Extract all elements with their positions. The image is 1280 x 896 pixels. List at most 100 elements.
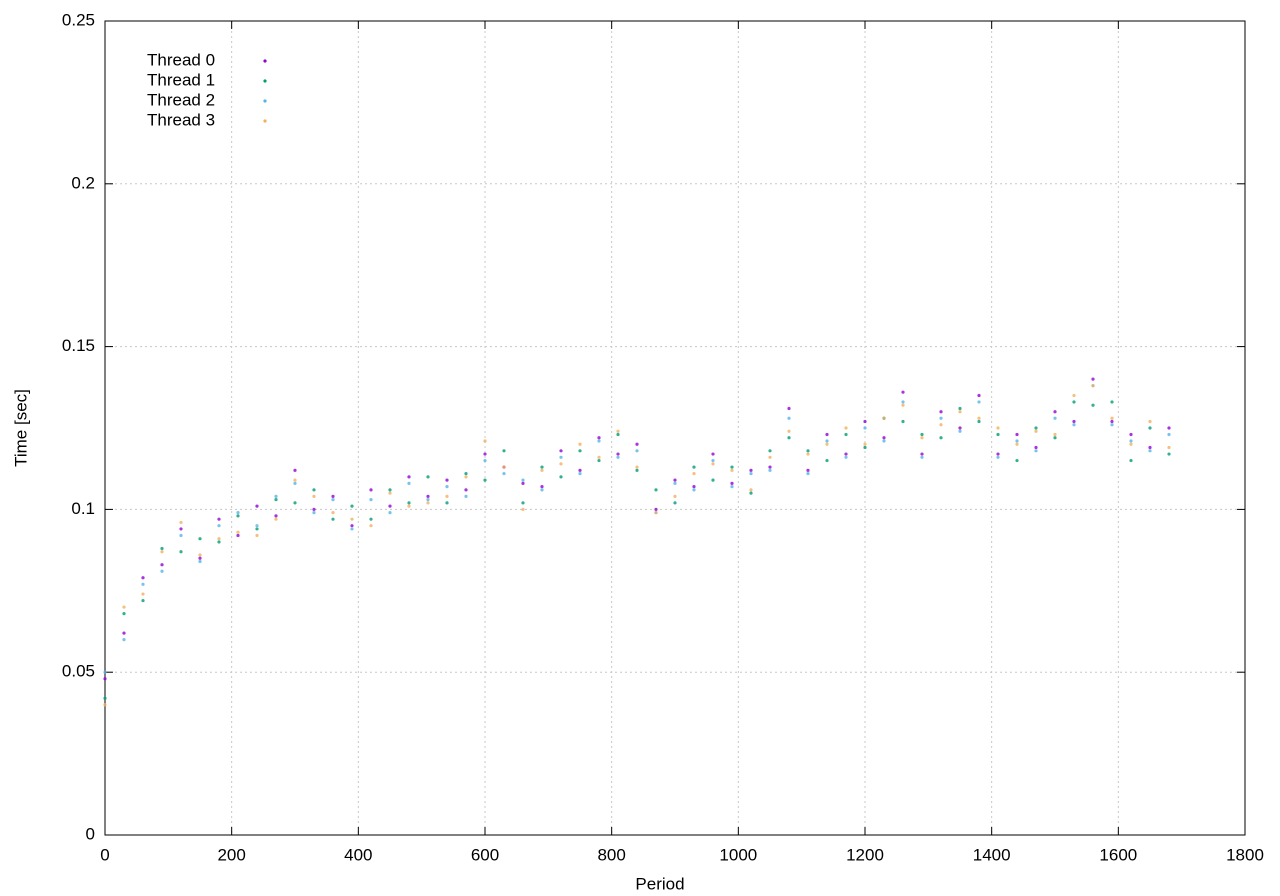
point <box>122 611 126 616</box>
x-tick-label: 800 <box>597 845 625 864</box>
point <box>1148 445 1152 450</box>
point <box>483 439 487 443</box>
point <box>483 458 487 463</box>
point <box>502 465 506 469</box>
point <box>255 533 259 538</box>
point <box>388 504 392 508</box>
point <box>426 494 430 498</box>
point <box>882 416 886 420</box>
point <box>445 494 449 498</box>
point <box>787 416 791 420</box>
point <box>977 400 981 404</box>
point <box>578 468 582 472</box>
point <box>1053 416 1057 420</box>
point <box>236 530 240 534</box>
point <box>616 429 620 433</box>
point <box>1015 432 1019 437</box>
point <box>103 696 107 700</box>
point <box>673 501 677 505</box>
point <box>179 550 183 554</box>
point <box>179 520 183 525</box>
point <box>1053 436 1057 440</box>
point <box>331 494 335 498</box>
point <box>920 436 924 440</box>
point <box>825 442 829 446</box>
point <box>939 423 943 427</box>
point <box>806 471 810 476</box>
point <box>977 416 981 420</box>
point <box>635 449 639 453</box>
point <box>540 488 544 492</box>
point <box>350 524 354 528</box>
point <box>122 605 126 609</box>
point <box>920 452 924 456</box>
point <box>901 400 905 404</box>
point <box>787 436 791 440</box>
point <box>160 569 164 573</box>
point <box>236 514 240 518</box>
point <box>673 478 677 482</box>
point <box>1167 445 1171 450</box>
point <box>730 485 734 489</box>
legend-label: Thread 2 <box>147 90 215 109</box>
point <box>749 468 753 472</box>
point <box>1053 410 1057 414</box>
point <box>768 449 772 453</box>
point <box>863 445 867 450</box>
legend-label: Thread 1 <box>147 70 215 89</box>
point <box>445 501 449 505</box>
legend-label: Thread 3 <box>147 110 215 129</box>
y-tick-label: 0.05 <box>62 662 95 681</box>
point <box>635 465 639 469</box>
point <box>1167 432 1171 437</box>
point <box>293 481 297 485</box>
point <box>1167 452 1171 456</box>
point <box>597 439 601 443</box>
point <box>901 390 905 394</box>
point <box>521 507 525 511</box>
point <box>293 468 297 472</box>
x-tick-label: 1200 <box>846 845 884 864</box>
point <box>1110 419 1114 424</box>
point <box>844 452 848 456</box>
point <box>654 488 658 492</box>
point <box>236 511 240 515</box>
y-tick-label: 0 <box>86 824 95 843</box>
point <box>616 432 620 437</box>
point <box>540 465 544 469</box>
x-tick-label: 1400 <box>973 845 1011 864</box>
y-tick-label: 0.25 <box>62 10 95 29</box>
point <box>540 485 544 489</box>
point <box>293 478 297 482</box>
point <box>692 488 696 492</box>
point <box>1091 384 1095 388</box>
point <box>597 455 601 459</box>
point <box>464 488 468 492</box>
point <box>312 494 316 498</box>
point <box>179 533 183 538</box>
point <box>711 478 715 482</box>
point <box>1072 423 1076 427</box>
point <box>407 481 411 485</box>
point <box>103 677 107 681</box>
point <box>1034 449 1038 453</box>
point <box>996 426 1000 430</box>
point <box>407 504 411 508</box>
y-axis-label: Time [sec] <box>11 389 30 467</box>
x-tick-label: 1600 <box>1099 845 1137 864</box>
point <box>673 494 677 498</box>
point <box>293 501 297 505</box>
point <box>711 452 715 456</box>
point <box>141 592 145 596</box>
point <box>521 478 525 482</box>
point <box>274 498 278 502</box>
point <box>198 537 202 541</box>
point <box>578 471 582 476</box>
point <box>692 485 696 489</box>
point <box>521 481 525 485</box>
point <box>749 488 753 492</box>
point <box>1110 416 1114 420</box>
point <box>958 410 962 414</box>
point <box>882 436 886 440</box>
